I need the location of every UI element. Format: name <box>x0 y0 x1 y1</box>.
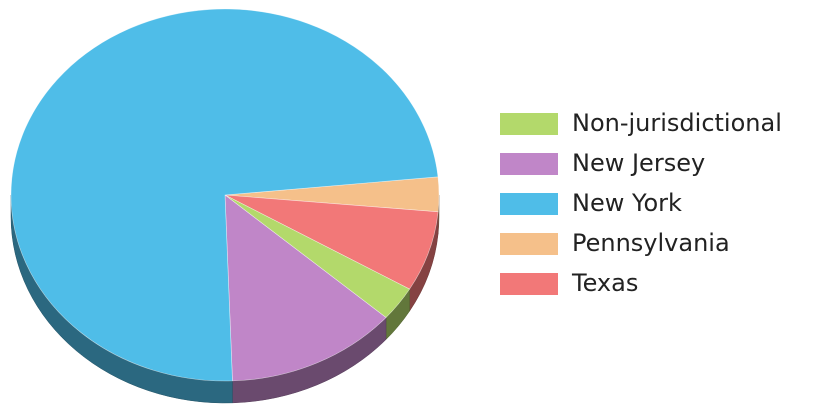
legend-swatch <box>500 193 558 215</box>
legend-label: Non-jurisdictional <box>572 109 782 137</box>
legend-swatch <box>500 273 558 295</box>
pie <box>10 8 440 404</box>
pie-slice <box>10 8 439 382</box>
legend-label: Texas <box>571 269 638 297</box>
legend-label: New Jersey <box>572 149 705 177</box>
legend-swatch <box>500 233 558 255</box>
legend-swatch <box>500 113 558 135</box>
legend-label: Pennsylvania <box>572 229 730 257</box>
pie-slice <box>224 194 387 382</box>
legend-label: New York <box>572 189 682 217</box>
legend-swatch <box>500 153 558 175</box>
legend: Non-jurisdictional New Jersey New York Penn… <box>500 109 782 297</box>
